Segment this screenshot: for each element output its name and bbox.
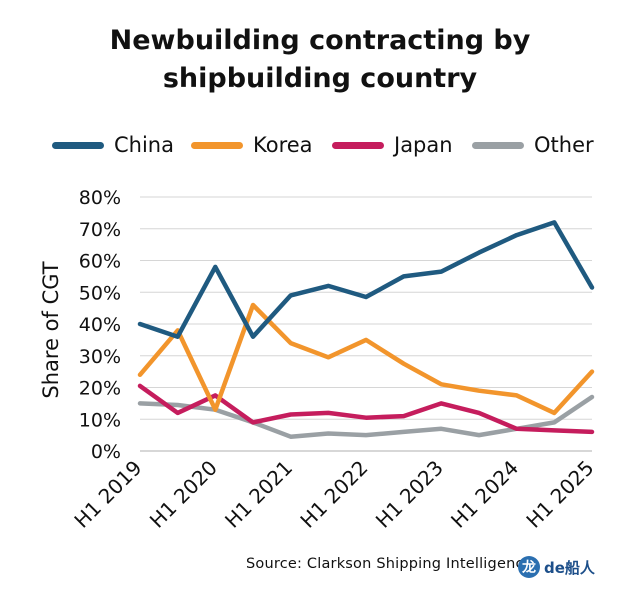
legend-item-other: Other	[472, 130, 594, 160]
x-tick-label: H1 2020	[145, 456, 222, 533]
chart-title-line-2: shipbuilding country	[162, 63, 478, 94]
legend-swatch-other	[472, 141, 524, 149]
y-tick-label: 70%	[79, 219, 121, 241]
watermark-logo: 龙 de船人	[518, 554, 618, 580]
x-tick-label: H1 2023	[371, 456, 448, 533]
x-tick-label: H1 2019	[69, 456, 146, 533]
y-tick-label: 50%	[79, 282, 121, 304]
series-lines	[137, 220, 595, 439]
x-tick-label: H1 2025	[521, 456, 598, 533]
series-line-japan	[137, 383, 595, 435]
y-tick-label: 60%	[79, 251, 121, 273]
y-tick-label: 80%	[79, 187, 121, 209]
x-tick-label: H1 2024	[446, 456, 523, 533]
legend-swatch-china	[52, 141, 104, 149]
legend-label-korea: Korea	[253, 133, 313, 157]
watermark-badge: 龙	[518, 556, 540, 578]
y-tick-label: 10%	[79, 409, 121, 431]
x-tick-label: H1 2021	[220, 456, 297, 533]
legend-label-japan: Japan	[394, 133, 453, 157]
legend-label-china: China	[114, 133, 174, 157]
chart-legend: China Korea Japan Other	[0, 130, 640, 160]
gridlines	[140, 196, 592, 420]
series-line-china	[137, 220, 595, 339]
series-line-korea	[137, 302, 595, 416]
legend-label-other: Other	[534, 133, 594, 157]
x-tick-label: H1 2022	[295, 456, 372, 533]
source-note: Source: Clarkson Shipping Intelligence	[246, 556, 533, 572]
watermark-text: de船人	[544, 558, 595, 577]
legend-swatch-japan	[332, 141, 384, 149]
legend-item-korea: Korea	[191, 130, 313, 160]
legend-swatch-korea	[191, 141, 243, 149]
y-tick-label: 0%	[91, 441, 121, 463]
y-tick-label: 30%	[79, 346, 121, 368]
legend-item-china: China	[52, 130, 174, 160]
chart-title-line-1: Newbuilding contracting by	[109, 25, 531, 56]
y-tick-label: 40%	[79, 314, 121, 336]
chart-title: Newbuilding contracting by shipbuilding …	[0, 22, 640, 98]
y-axis-label: Share of CGT	[39, 261, 63, 398]
legend-item-japan: Japan	[332, 130, 453, 160]
y-tick-label: 20%	[79, 378, 121, 400]
